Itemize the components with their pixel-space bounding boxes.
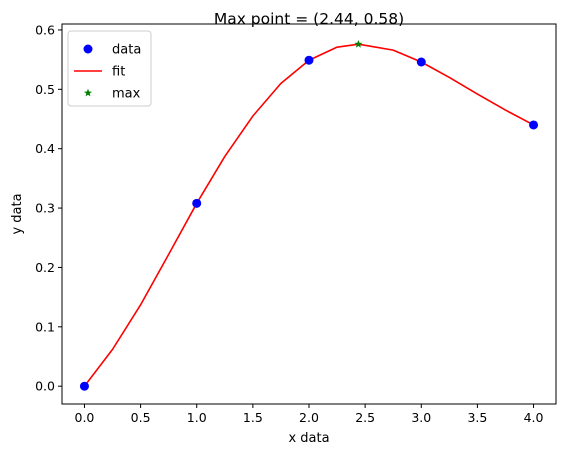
x-tick-label: 3.5 bbox=[467, 410, 487, 425]
legend-swatch-max bbox=[84, 88, 92, 97]
legend-label: fit bbox=[112, 65, 125, 80]
data-point bbox=[304, 55, 314, 65]
x-tick-label: 3.0 bbox=[411, 410, 431, 425]
legend-label: data bbox=[112, 43, 141, 58]
x-axis-label: x data bbox=[288, 431, 329, 446]
x-tick-label: 0.0 bbox=[75, 410, 95, 425]
x-axis: 0.0 0.5 1.0 1.5 2.0 2.5 3.0 3.5 4.0 bbox=[75, 404, 544, 425]
x-tick-label: 1.0 bbox=[187, 410, 207, 425]
legend: data fit max bbox=[67, 30, 152, 107]
data-point bbox=[79, 381, 89, 391]
max-point-marker bbox=[354, 39, 363, 48]
fit-line bbox=[83, 43, 534, 387]
x-tick-label: 4.0 bbox=[524, 410, 544, 425]
x-tick-label: 2.0 bbox=[299, 410, 319, 425]
x-tick-label: 2.5 bbox=[355, 410, 375, 425]
data-point bbox=[416, 57, 426, 67]
y-tick-label: 0.5 bbox=[35, 82, 55, 97]
x-tick-label: 0.5 bbox=[131, 410, 151, 425]
chart-title: Max point = (2.44, 0.58) bbox=[214, 10, 404, 28]
y-tick-label: 0.3 bbox=[35, 201, 55, 216]
legend-swatch-data bbox=[83, 44, 93, 54]
y-tick-label: 0.0 bbox=[35, 379, 55, 394]
legend-label: max bbox=[112, 87, 141, 102]
x-tick-label: 1.5 bbox=[243, 410, 263, 425]
y-axis-label: y data bbox=[10, 193, 25, 234]
y-tick-label: 0.2 bbox=[35, 260, 55, 275]
data-point bbox=[529, 120, 539, 130]
plot-area bbox=[79, 39, 539, 391]
y-tick-label: 0.1 bbox=[35, 319, 55, 334]
data-point bbox=[192, 198, 202, 208]
y-axis: 0.0 0.1 0.2 0.3 0.4 0.5 0.6 bbox=[35, 22, 62, 394]
y-tick-label: 0.6 bbox=[35, 22, 55, 37]
y-tick-label: 0.4 bbox=[35, 141, 55, 156]
